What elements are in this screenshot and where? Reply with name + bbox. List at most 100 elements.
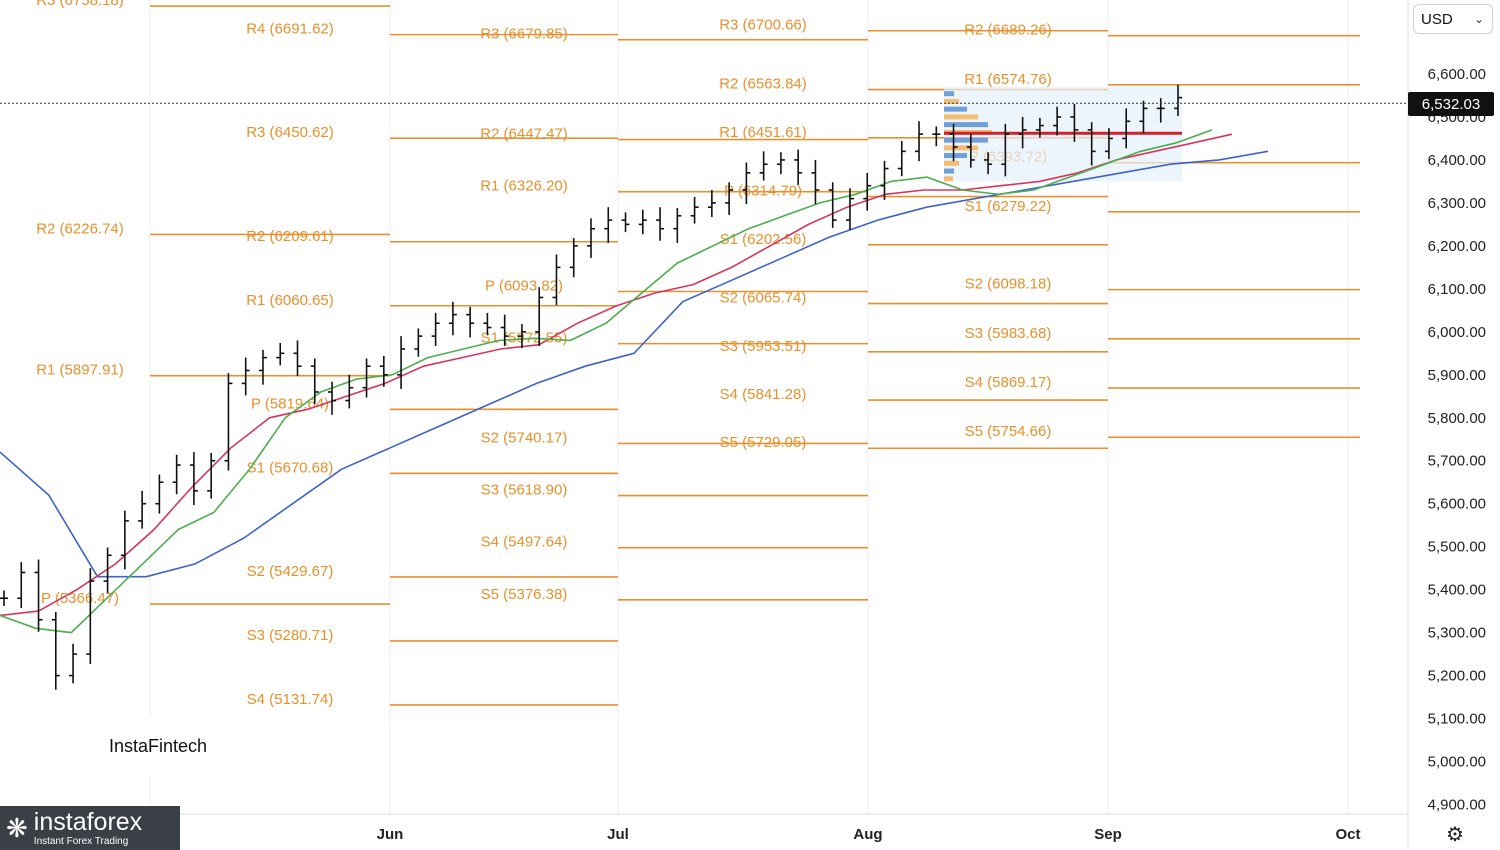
y-tick-label: 5,200.00 <box>1428 668 1486 685</box>
brand-tagline: Instant Forex Trading <box>33 835 129 847</box>
ohlc-bar <box>880 160 889 200</box>
pivot-label: S2 (5429.67) <box>247 563 334 580</box>
ma-mid-line <box>0 133 1233 617</box>
ohlc-bar <box>69 643 78 684</box>
ohlc-bar <box>362 358 371 398</box>
ohlc-bar <box>345 374 354 409</box>
pivot-label: R1 (6326.20) <box>480 178 568 195</box>
ohlc-bar <box>932 126 941 147</box>
ohlc-bar <box>1035 117 1044 138</box>
pivot-label: S4 (5131.74) <box>247 691 334 708</box>
pivot-label: S1 (6202.56) <box>720 231 807 248</box>
pivot-label: R3 (6679.85) <box>480 26 568 43</box>
ma-fast-line <box>0 129 1213 634</box>
ohlc-bar <box>34 559 43 632</box>
ohlc-bar <box>1001 123 1010 177</box>
pivot-label: S1 (6279.22) <box>965 198 1052 215</box>
ohlc-bar <box>414 328 423 357</box>
ohlc-bar <box>397 336 406 389</box>
pivot-label: P (6093.82) <box>485 278 563 295</box>
y-tick-label: 6,400.00 <box>1428 152 1486 169</box>
ohlc-bar <box>673 208 682 243</box>
chevron-down-icon: ⌄ <box>1473 12 1484 26</box>
y-tick-label: 5,800.00 <box>1428 410 1486 427</box>
volume-profile-bar <box>944 114 978 120</box>
ohlc-bar <box>604 207 613 243</box>
last-price-tag: 6,532.03 <box>1408 92 1494 116</box>
ohlc-bar <box>587 218 595 258</box>
ohlc-bar <box>845 188 854 230</box>
ohlc-bar <box>535 287 544 347</box>
ohlc-bar <box>293 340 302 377</box>
ohlc-bar <box>1139 100 1148 134</box>
ohlc-bar <box>656 207 665 241</box>
ohlc-bar <box>742 162 751 205</box>
pivot-label: R3 (6758.18) <box>36 0 124 9</box>
settings-gear-icon[interactable]: ⚙ <box>1446 823 1464 846</box>
volume-profile-bar <box>944 168 954 174</box>
pivot-label: R1 (6060.65) <box>246 292 334 309</box>
ohlc-bar <box>448 301 457 336</box>
ohlc-bar <box>483 312 492 336</box>
ohlc-bar <box>1018 116 1027 149</box>
volume-profile-bar <box>944 160 959 166</box>
volume-profile-bar <box>944 91 954 97</box>
ohlc-bar <box>811 159 820 205</box>
ohlc-bar <box>466 306 475 338</box>
pivot-label: R4 (6691.62) <box>246 21 334 38</box>
x-tick-label: Oct <box>1335 826 1360 843</box>
ohlc-bar <box>500 314 509 347</box>
volume-profile-bar <box>944 137 988 143</box>
brand-banner[interactable]: ❋ instaforex Instant Forex Trading <box>0 806 180 850</box>
ohlc-bar <box>707 190 716 218</box>
y-tick-label: 5,700.00 <box>1428 453 1486 470</box>
pivot-label: P (6314.79) <box>724 183 802 200</box>
ohlc-bar <box>328 381 337 415</box>
watermark-logo: InstaFintech <box>95 716 221 776</box>
ohlc-bar <box>276 342 285 366</box>
ohlc-bar <box>949 123 958 162</box>
pivot-label: R3 (6450.62) <box>246 124 334 141</box>
ohlc-bar <box>1053 106 1062 136</box>
ohlc-bar <box>431 312 440 347</box>
ohlc-bar <box>138 490 147 529</box>
currency-value: USD <box>1421 10 1453 28</box>
pivot-label: S5 (5729.05) <box>720 434 807 451</box>
ohlc-bar <box>1070 104 1079 142</box>
y-tick-label: 5,300.00 <box>1428 625 1486 642</box>
x-tick-label: Aug <box>853 826 882 843</box>
ohlc-bar <box>1156 98 1165 123</box>
ohlc-bar <box>569 238 578 278</box>
y-tick-label: 6,300.00 <box>1428 195 1486 212</box>
ohlc-bar <box>915 121 924 162</box>
y-tick-label: 5,100.00 <box>1428 711 1486 728</box>
pivot-label: R2 (6209.61) <box>246 228 334 245</box>
y-tick-label: 6,000.00 <box>1428 324 1486 341</box>
ohlc-bar <box>0 590 8 606</box>
ohlc-bar <box>776 152 785 175</box>
pivot-label: S1 (5972.55) <box>481 330 568 347</box>
ohlc-bar <box>310 358 319 405</box>
ohlc-bar <box>1174 84 1182 117</box>
currency-selector[interactable]: USD ⌄ <box>1413 4 1493 34</box>
ma-slow-line <box>0 150 1269 578</box>
pivot-label: R1 (6451.61) <box>719 124 807 141</box>
volume-profile-bar <box>944 106 967 112</box>
pivot-label: P (5366.47) <box>41 590 119 607</box>
ohlc-bar <box>828 182 837 228</box>
ohlc-bar <box>207 452 216 499</box>
volume-profile-bar <box>944 145 978 151</box>
volume-profile-bar <box>944 176 953 182</box>
ohlc-bar <box>172 454 181 495</box>
pivot-label: S1 (5670.68) <box>247 459 334 476</box>
y-tick-label: 6,100.00 <box>1428 281 1486 298</box>
pivot-label: S4 (5497.64) <box>481 534 568 551</box>
y-tick-label: 5,500.00 <box>1428 539 1486 556</box>
pivot-label: R2 (6447.47) <box>480 126 568 143</box>
ohlc-bar <box>863 172 872 211</box>
ohlc-bar <box>155 474 164 514</box>
pivot-label: S2 (6098.18) <box>965 276 1052 293</box>
y-tick-label: 4,900.00 <box>1428 796 1486 813</box>
volume-profile-bar <box>944 98 959 104</box>
